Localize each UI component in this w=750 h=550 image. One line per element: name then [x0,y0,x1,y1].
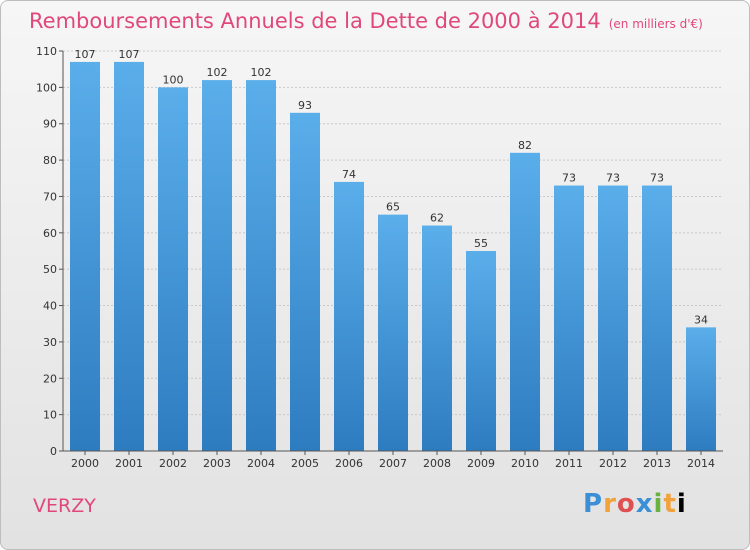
x-tick-label: 2010 [511,457,539,470]
bars-layer: 107 107 100 102 102 93 74 65 62 55 82 73 73 73 34 [70,48,716,452]
bar-value-label: 102 [207,66,228,79]
bar-value-label: 34 [694,313,708,326]
proxiti-logo: Proxiti [583,489,687,519]
bar-2000 [70,61,100,452]
y-tick-label: 20 [43,372,57,385]
bar-2007 [378,214,408,451]
commune-name: VERZY [33,495,96,517]
x-tick-label: 2000 [71,457,99,470]
bar-value-label: 73 [606,172,620,185]
bar-2001 [114,61,144,452]
bar-value-label: 93 [298,99,312,112]
bar-2013 [642,185,672,451]
y-tick-label: 100 [36,81,57,94]
bar-2005 [290,112,320,452]
x-tick-label: 2008 [423,457,451,470]
chart-title-text: Remboursements Annuels de la Dette de 20… [29,9,601,33]
bar-value-label: 100 [163,73,184,86]
bar-2003 [202,80,232,451]
chart-title: Remboursements Annuels de la Dette de 20… [29,9,703,33]
x-tick-label: 2011 [555,457,583,470]
y-tick-label: 110 [36,45,57,58]
bar-2009 [466,251,496,451]
bar-2002 [158,87,188,451]
x-tick-label: 2014 [687,457,715,470]
x-tick-label: 2013 [643,457,671,470]
x-tick-label: 2009 [467,457,495,470]
bar-2008 [422,225,452,451]
bar-value-label: 102 [251,66,272,79]
y-tick-label: 60 [43,227,57,240]
bar-value-label: 74 [342,168,356,181]
y-tick-label: 30 [43,336,57,349]
bar-value-label: 65 [386,201,400,214]
y-tick-label: 10 [43,409,57,422]
x-tick-label: 2005 [291,457,319,470]
bar-2011 [554,185,584,451]
bar-value-label: 73 [562,172,576,185]
y-tick-label: 0 [50,445,57,458]
y-tick-label: 90 [43,118,57,131]
x-tick-label: 2004 [247,457,275,470]
x-tick-label: 2012 [599,457,627,470]
bar-2010 [510,152,540,451]
x-tick-label: 2001 [115,457,143,470]
y-tick-label: 50 [43,263,57,276]
bar-value-label: 73 [650,172,664,185]
x-tick-label: 2003 [203,457,231,470]
bar-value-label: 62 [430,212,444,225]
chart-unit: (en milliers d'€) [608,17,703,31]
bar-value-label: 107 [75,48,96,61]
bar-2012 [598,185,628,451]
bar-value-label: 107 [119,48,140,61]
x-tick-label: 2002 [159,457,187,470]
bar-2006 [334,181,364,451]
bar-2014 [686,327,716,451]
x-tick-label: 2007 [379,457,407,470]
y-tick-label: 80 [43,154,57,167]
bar-2004 [246,80,276,451]
y-tick-label: 40 [43,300,57,313]
axis-layer: 0 10 20 30 40 50 60 70 80 90 100 110 2000 2001 2002 200… [36,45,723,470]
bar-value-label: 82 [518,139,532,152]
y-tick-label: 70 [43,190,57,203]
x-tick-label: 2006 [335,457,363,470]
bar-value-label: 55 [474,237,488,250]
